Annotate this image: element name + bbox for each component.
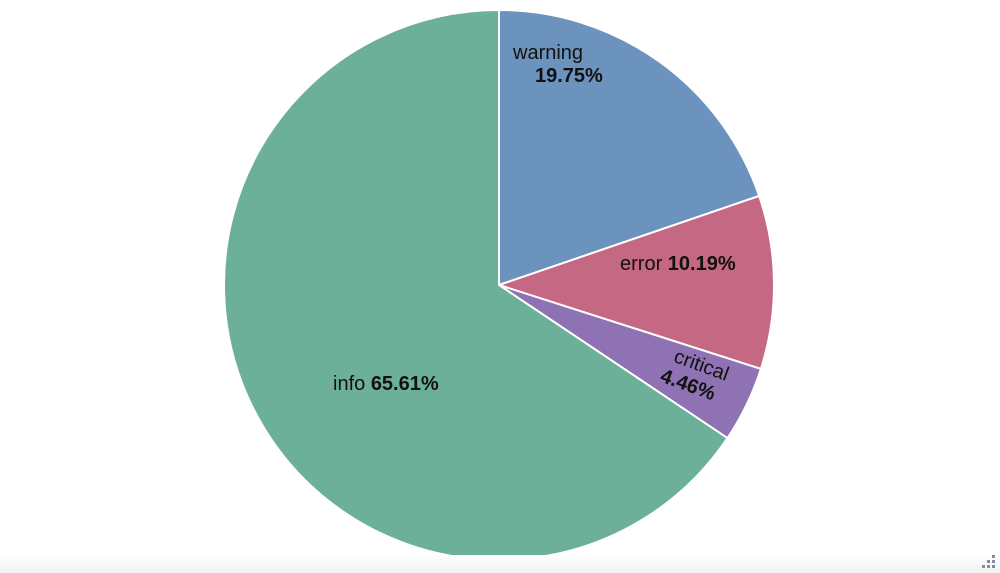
bottom-bar [0, 555, 1000, 573]
slice-percent: 10.19% [668, 253, 736, 275]
slice-name: warning [512, 42, 583, 64]
pie-slice-warning[interactable] [498, 8, 761, 287]
pie-slice-error[interactable] [495, 194, 775, 371]
slice-percent: 65.61% [371, 373, 439, 395]
resize-grip-icon[interactable] [982, 555, 996, 569]
svg-text:error 10.19%: error 10.19% [620, 253, 736, 275]
svg-text:info 65.61%: info 65.61% [333, 373, 439, 395]
pie-slice-info[interactable] [223, 8, 729, 561]
slice-label-info: info 65.61% [333, 373, 439, 395]
slice-name: error [620, 253, 668, 275]
slice-label-error: error 10.19% [620, 253, 736, 275]
slice-percent: 19.75% [535, 65, 603, 87]
slice-name: info [333, 373, 371, 395]
